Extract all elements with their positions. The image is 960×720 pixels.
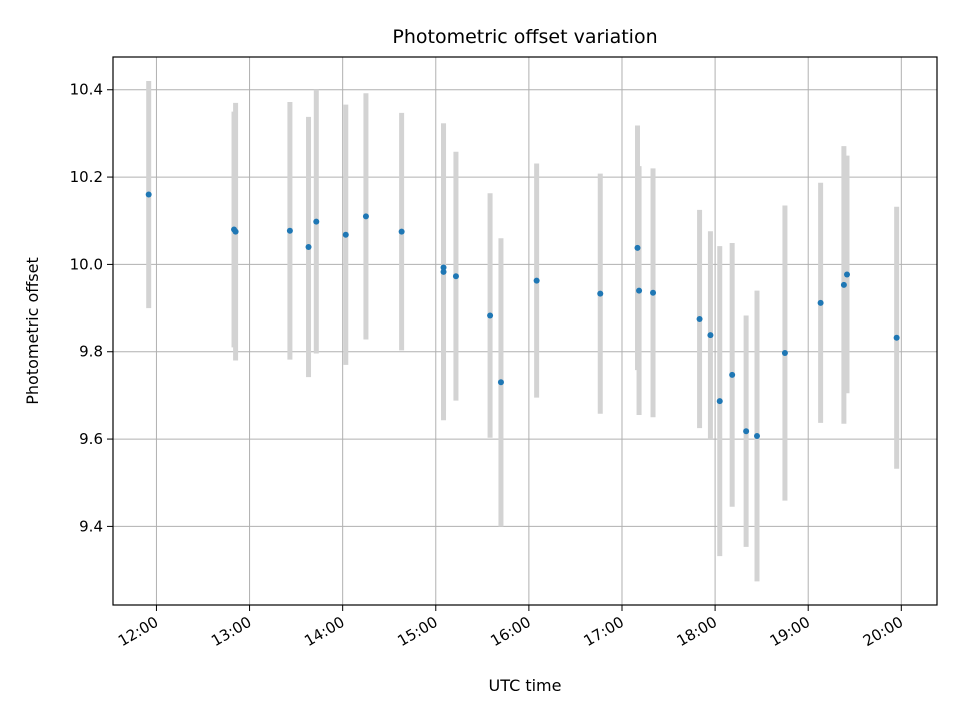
x-axis-label: UTC time [489,676,562,695]
plot-area-frame [112,56,938,606]
data-points [145,191,900,440]
y-tick-label: 9.6 [79,430,103,448]
data-point [716,398,723,405]
y-axis-ticks: 9.4 9.6 9.8 10.0 10.2 10.4 [70,81,113,535]
y-axis-label: Photometric offset [23,257,42,405]
data-point [843,271,850,278]
data-point [497,379,504,386]
data-point [753,433,760,440]
data-point [362,213,369,220]
y-tick-label: 10.0 [70,255,103,273]
data-point [232,228,239,235]
data-point [342,231,349,238]
data-point [398,228,405,235]
data-point [743,428,750,435]
data-point [597,290,604,297]
data-point [696,315,703,322]
y-tick-label: 9.8 [79,343,103,361]
data-point [286,227,293,234]
y-tick-label: 10.4 [70,81,103,99]
data-point [452,273,459,280]
data-point [781,350,788,357]
y-tick-label: 9.4 [79,517,103,535]
data-point [533,277,540,284]
data-point [440,268,447,275]
grid-lines [113,57,937,605]
data-point [313,218,320,225]
data-point [840,281,847,288]
data-point [650,289,657,296]
data-point [305,243,312,250]
data-point [817,299,824,306]
y-tick-label: 10.2 [70,168,103,186]
data-point [145,191,152,198]
data-point [636,287,643,294]
chart-title: Photometric offset variation [392,26,657,48]
data-point [707,332,714,339]
data-point [893,334,900,341]
data-point [634,244,641,251]
data-point [440,264,447,271]
data-point [487,312,494,319]
data-point [729,371,736,378]
